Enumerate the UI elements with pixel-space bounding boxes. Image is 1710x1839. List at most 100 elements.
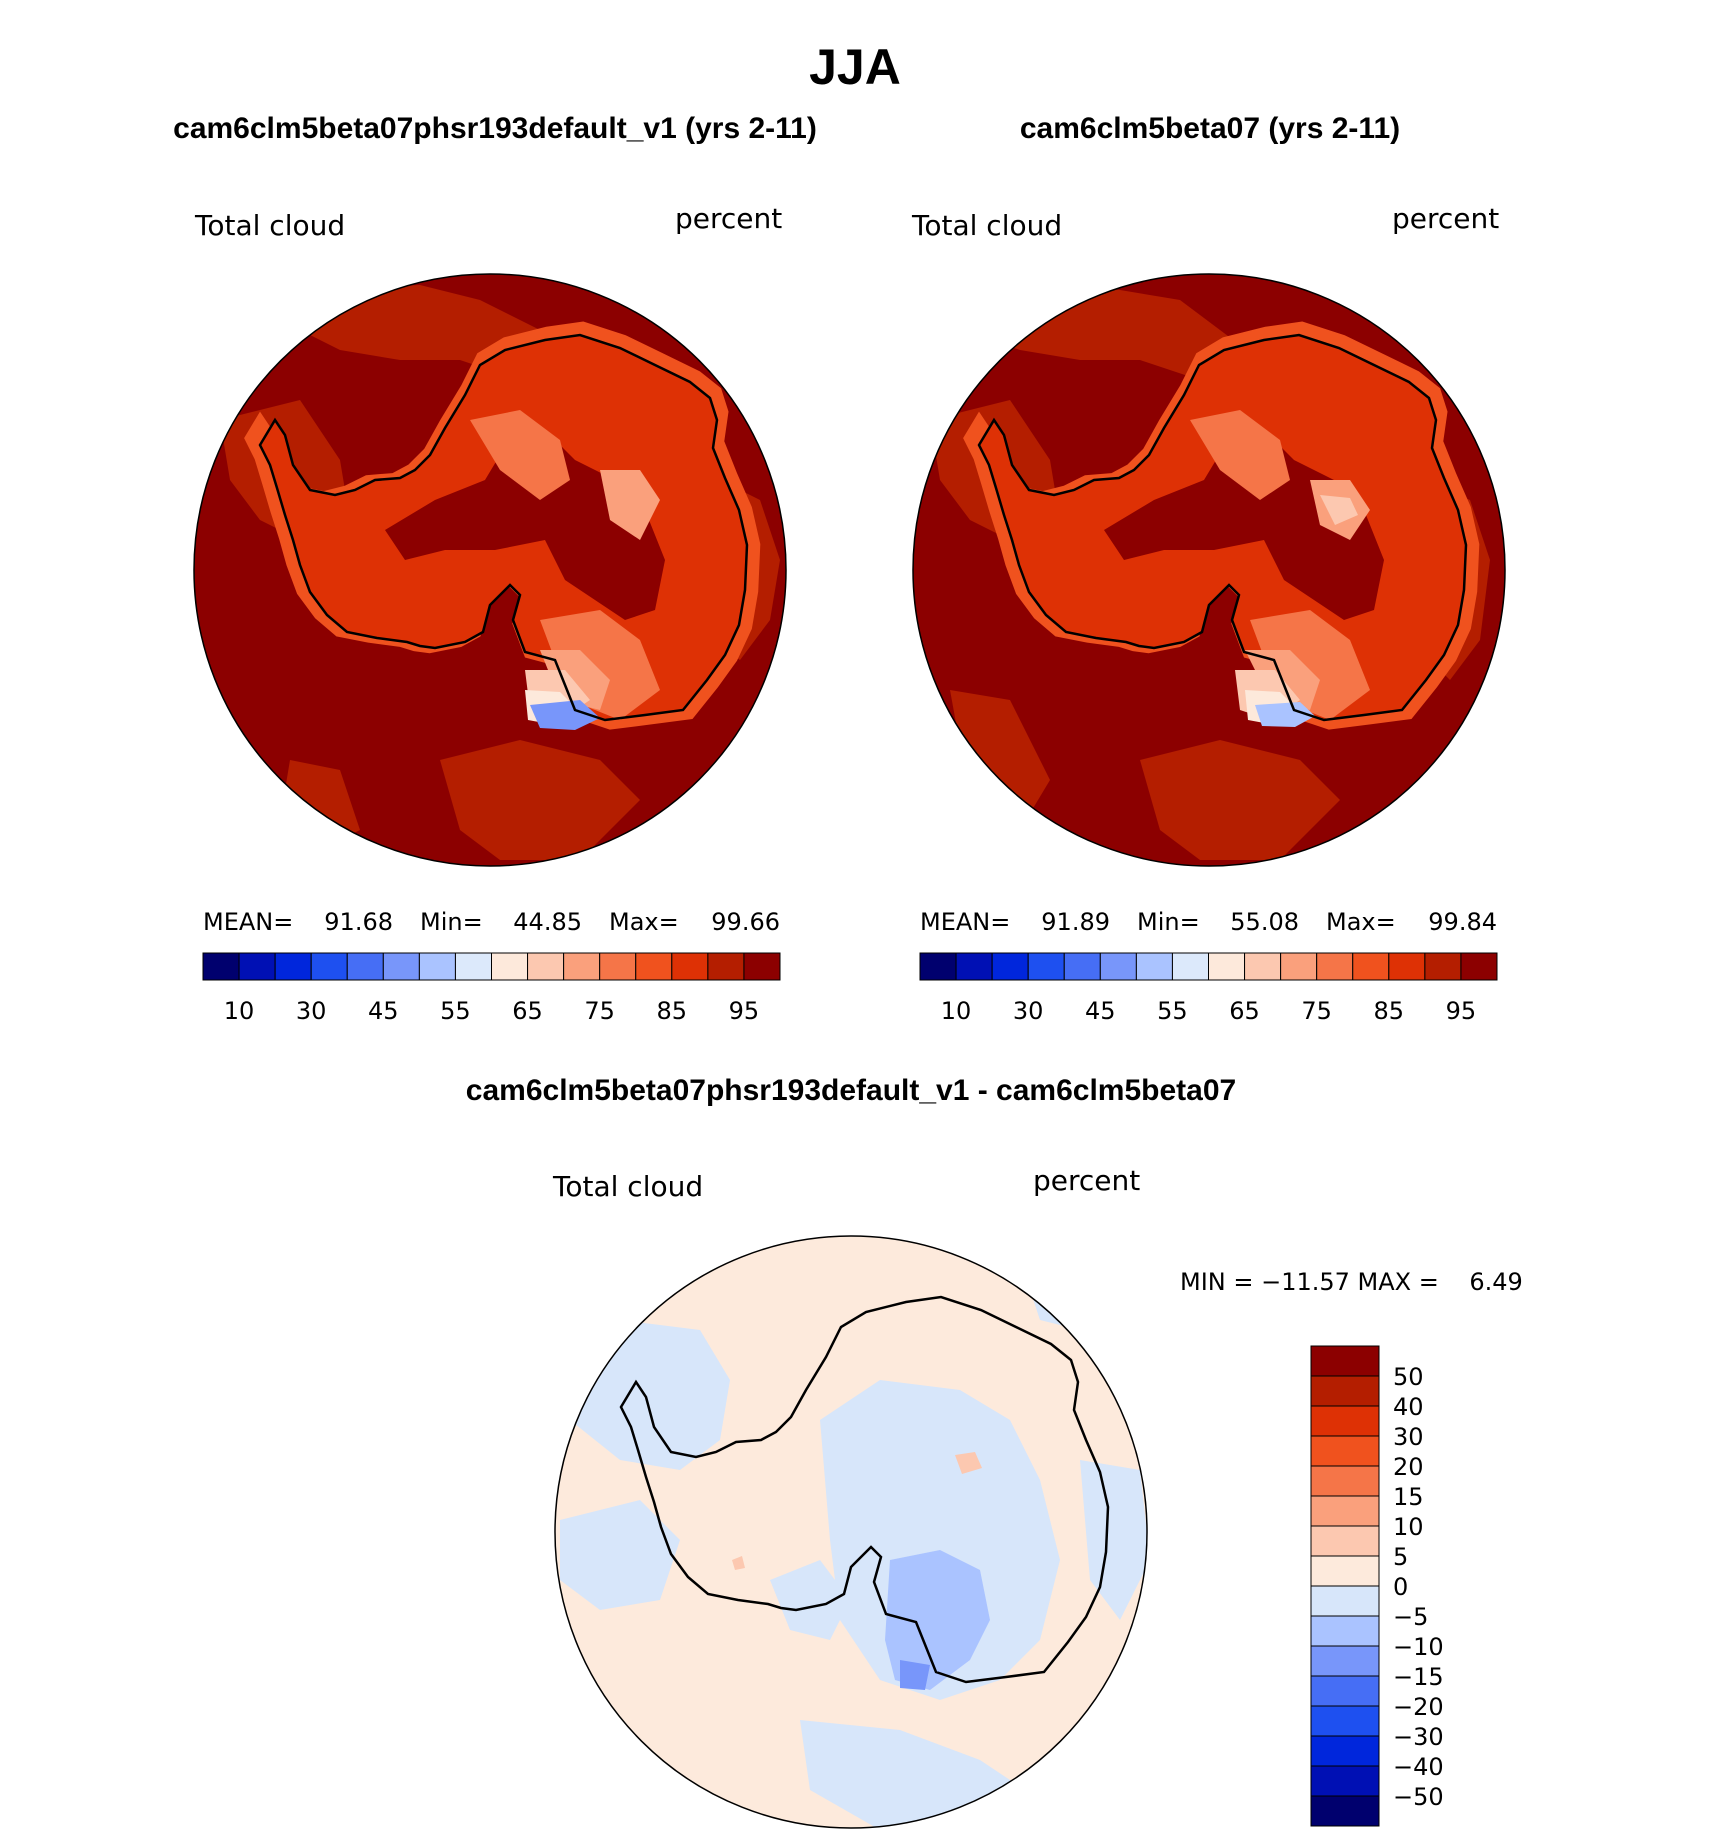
diff-minmax: MIN = −11.57 MAX = 6.49: [1180, 1268, 1523, 1296]
left-colorbar-swatch: [346, 952, 384, 981]
right-colorbar-swatch: [1135, 952, 1173, 981]
diff-colorbar-tick-label: −15: [1393, 1663, 1444, 1691]
left-panel: cam6clm5beta07phsr193default_v1 (yrs 2-1…: [173, 112, 817, 1025]
diff-units-label: percent: [1033, 1164, 1140, 1197]
right-map-border: [912, 273, 1506, 867]
right-colorbar-swatch: [1460, 952, 1498, 981]
diff-colorbar-tick-label: 15: [1393, 1483, 1424, 1511]
left-colorbar-tick-label: 45: [368, 997, 399, 1025]
left-colorbar-swatch: [527, 952, 565, 981]
left-colorbar-swatch: [671, 952, 709, 981]
left-colorbar-swatch: [454, 952, 492, 981]
diff-colorbar-tick-label: −50: [1393, 1783, 1444, 1811]
right-colorbar-swatch: [1280, 952, 1318, 981]
right-colorbar-tick-label: 55: [1157, 997, 1188, 1025]
right-colorbar-swatch: [991, 952, 1029, 981]
diff-colorbar-swatch: [1310, 1465, 1380, 1497]
left-colorbar-tick-label: 10: [224, 997, 255, 1025]
left-colorbar-swatch: [707, 952, 745, 981]
right-colorbar-tick-label: 65: [1229, 997, 1260, 1025]
diff-colorbar: [1310, 1345, 1380, 1827]
diff-colorbar-tick-label: −5: [1393, 1603, 1428, 1631]
right-colorbar-tick-label: 45: [1085, 997, 1116, 1025]
diff-colorbar-swatch: [1310, 1525, 1380, 1557]
diff-colorbar-swatch: [1310, 1345, 1380, 1377]
right-mean-label: MEAN=: [920, 908, 1010, 936]
left-min-value: 44.85: [513, 908, 582, 936]
right-colorbar-tick-label: 30: [1013, 997, 1044, 1025]
diff-colorbar-swatch: [1310, 1375, 1380, 1407]
diff-map-border: [554, 1235, 1148, 1829]
left-colorbar-swatch: [599, 952, 637, 981]
right-variable-label: Total cloud: [911, 209, 1062, 242]
right-colorbar-swatch: [955, 952, 993, 981]
left-colorbar: [202, 952, 781, 981]
diff-colorbar-tick-label: −10: [1393, 1633, 1444, 1661]
left-colorbar-swatch: [491, 952, 529, 981]
left-colorbar-tick-label: 65: [512, 997, 543, 1025]
diff-colorbar-swatch: [1310, 1405, 1380, 1437]
left-colorbar-tick-label: 55: [440, 997, 471, 1025]
left-colorbar-ticks: 10 30 45 55 65 75 85 95: [224, 997, 759, 1025]
right-colorbar-swatch: [1099, 952, 1137, 981]
left-max-value: 99.66: [711, 908, 780, 936]
diff-colorbar-swatch: [1310, 1435, 1380, 1467]
right-colorbar-tick-label: 95: [1446, 997, 1477, 1025]
right-colorbar-swatch: [1208, 952, 1246, 981]
right-colorbar-ticks: 10 30 45 55 65 75 85 95: [941, 997, 1476, 1025]
right-colorbar-swatch: [1063, 952, 1101, 981]
left-variable-label: Total cloud: [194, 209, 345, 242]
right-max-value: 99.84: [1428, 908, 1497, 936]
left-mean-value: 91.68: [324, 908, 393, 936]
right-colorbar-swatch: [1027, 952, 1065, 981]
right-panel: cam6clm5beta07 (yrs 2-11) Total cloud pe…: [911, 112, 1506, 1025]
left-map: [194, 274, 786, 866]
left-panel-title: cam6clm5beta07phsr193default_v1 (yrs 2-1…: [173, 112, 817, 145]
left-colorbar-swatch: [238, 952, 276, 981]
left-map-border: [193, 273, 787, 867]
diff-colorbar-tick-label: 40: [1393, 1393, 1424, 1421]
diff-colorbar-tick-label: −30: [1393, 1723, 1444, 1751]
diff-colorbar-swatch: [1310, 1585, 1380, 1617]
right-colorbar-swatch: [1388, 952, 1426, 981]
right-colorbar-swatch: [919, 952, 957, 981]
diff-colorbar-swatch: [1310, 1675, 1380, 1707]
diff-colorbar-swatch: [1310, 1795, 1380, 1827]
diff-colorbar-tick-label: 0: [1393, 1573, 1408, 1601]
right-map: [913, 274, 1505, 866]
left-colorbar-swatch: [563, 952, 601, 981]
left-max-label: Max=: [609, 908, 679, 936]
right-panel-title: cam6clm5beta07 (yrs 2-11): [1020, 112, 1400, 145]
diff-colorbar-swatch: [1310, 1705, 1380, 1737]
diff-colorbar-swatch: [1310, 1555, 1380, 1587]
diff-colorbar-tick-label: 5: [1393, 1543, 1408, 1571]
diff-colorbar-tick-label: 20: [1393, 1453, 1424, 1481]
left-colorbar-tick-label: 85: [657, 997, 688, 1025]
left-colorbar-swatch: [635, 952, 673, 981]
diff-panel-title: cam6clm5beta07phsr193default_v1 - cam6cl…: [466, 1074, 1236, 1107]
left-colorbar-swatch: [418, 952, 456, 981]
right-colorbar-swatch: [1244, 952, 1282, 981]
left-colorbar-swatch: [310, 952, 348, 981]
diff-panel: cam6clm5beta07phsr193default_v1 - cam6cl…: [466, 1074, 1523, 1829]
left-colorbar-swatch: [382, 952, 420, 981]
main-title: JJA: [809, 39, 901, 95]
right-colorbar-swatch: [1352, 952, 1390, 981]
diff-colorbar-tick-label: 30: [1393, 1423, 1424, 1451]
left-min-label: Min=: [420, 908, 483, 936]
right-colorbar-tick-label: 85: [1374, 997, 1405, 1025]
right-min-label: Min=: [1137, 908, 1200, 936]
diff-colorbar-tick-label: −40: [1393, 1753, 1444, 1781]
right-colorbar: [919, 952, 1498, 981]
diff-colorbar-tick-label: 10: [1393, 1513, 1424, 1541]
right-max-label: Max=: [1326, 908, 1396, 936]
right-colorbar-swatch: [1424, 952, 1462, 981]
left-colorbar-tick-label: 95: [729, 997, 760, 1025]
right-colorbar-tick-label: 10: [941, 997, 972, 1025]
right-colorbar-swatch: [1171, 952, 1209, 981]
diff-variable-label: Total cloud: [552, 1170, 703, 1203]
left-mean-label: MEAN=: [203, 908, 293, 936]
diff-colorbar-swatch: [1310, 1615, 1380, 1647]
right-colorbar-swatch: [1316, 952, 1354, 981]
